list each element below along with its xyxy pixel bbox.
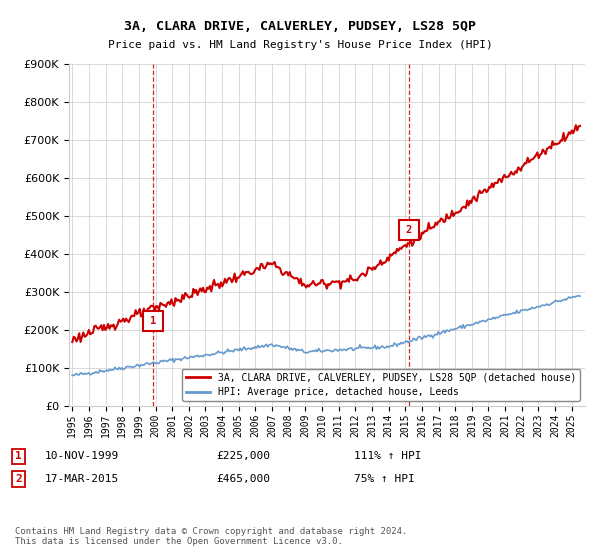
Text: 1: 1 [15, 451, 22, 461]
Text: £465,000: £465,000 [216, 474, 270, 484]
Text: Contains HM Land Registry data © Crown copyright and database right 2024.
This d: Contains HM Land Registry data © Crown c… [15, 526, 407, 546]
Text: £225,000: £225,000 [216, 451, 270, 461]
Text: 1: 1 [150, 316, 157, 325]
Text: 3A, CLARA DRIVE, CALVERLEY, PUDSEY, LS28 5QP: 3A, CLARA DRIVE, CALVERLEY, PUDSEY, LS28… [124, 20, 476, 32]
Legend: 3A, CLARA DRIVE, CALVERLEY, PUDSEY, LS28 5QP (detached house), HPI: Average pric: 3A, CLARA DRIVE, CALVERLEY, PUDSEY, LS28… [182, 368, 580, 401]
Text: 17-MAR-2015: 17-MAR-2015 [45, 474, 119, 484]
Text: Price paid vs. HM Land Registry's House Price Index (HPI): Price paid vs. HM Land Registry's House … [107, 40, 493, 50]
Text: 2: 2 [15, 474, 22, 484]
Text: 111% ↑ HPI: 111% ↑ HPI [354, 451, 421, 461]
Text: 10-NOV-1999: 10-NOV-1999 [45, 451, 119, 461]
Text: 2: 2 [406, 225, 412, 235]
Text: 75% ↑ HPI: 75% ↑ HPI [354, 474, 415, 484]
